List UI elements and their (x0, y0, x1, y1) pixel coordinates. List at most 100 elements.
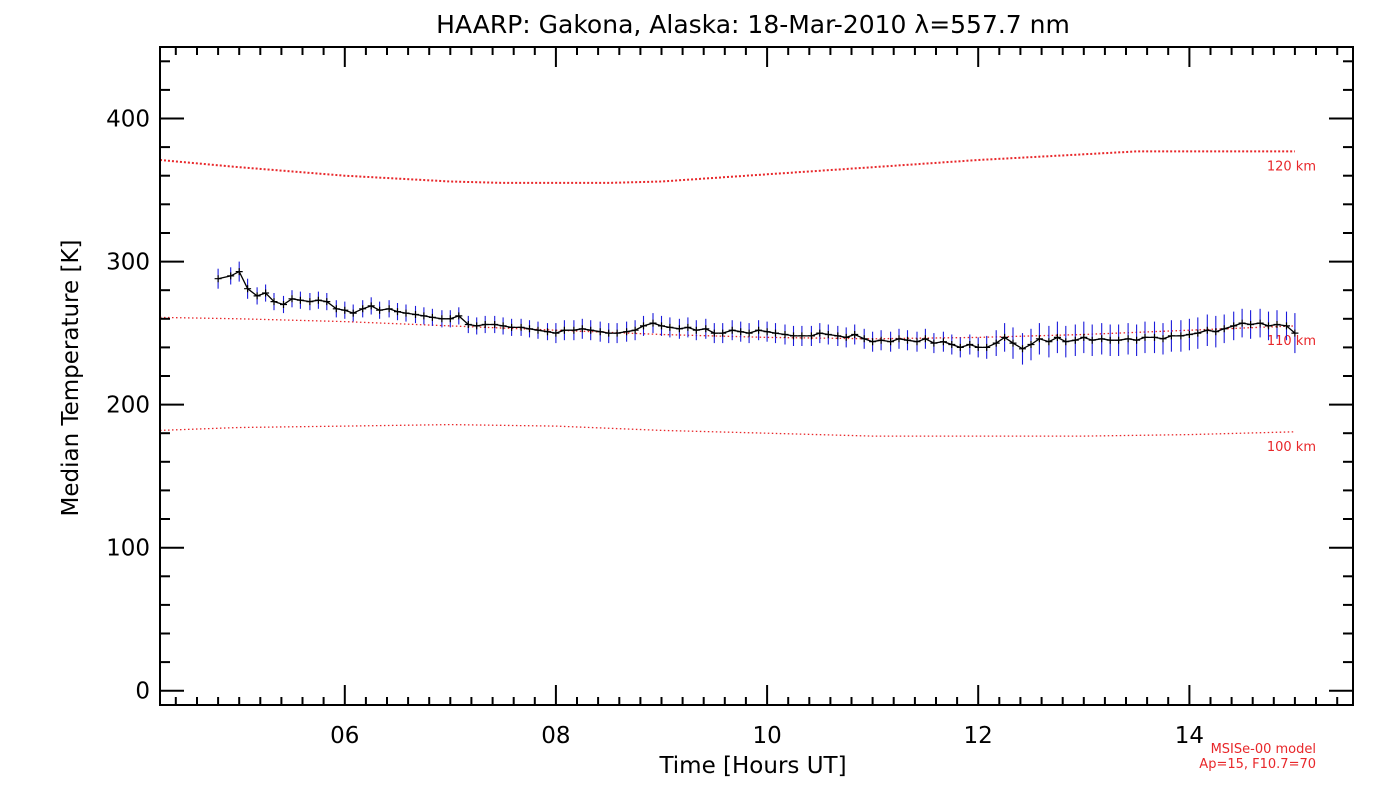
data-point (270, 298, 278, 306)
data-point (385, 305, 393, 313)
data-point (983, 343, 991, 351)
data-point (464, 321, 472, 328)
model-note-line-2: Ap=15, F10.7=70 (1199, 757, 1316, 772)
data-point (235, 268, 243, 276)
data-point (455, 312, 463, 320)
data-point (605, 329, 613, 337)
data-point (1019, 345, 1026, 353)
data-point (1080, 333, 1088, 341)
x-tick-label: 08 (541, 723, 570, 749)
data-point (640, 322, 647, 330)
data-point (956, 343, 964, 351)
model-note-line-1: MSISe-00 model (1211, 742, 1316, 757)
data-point (596, 328, 604, 336)
data-point (992, 339, 1000, 347)
data-point (1088, 336, 1096, 344)
axis-ticks (160, 47, 1353, 705)
data-point (613, 329, 621, 337)
data-point (587, 326, 595, 334)
plot-frame (159, 46, 1354, 706)
data-point (306, 298, 314, 306)
data-point (781, 331, 789, 338)
data-point (790, 332, 797, 340)
data-point (887, 338, 895, 346)
data-point (1159, 335, 1167, 343)
data-point (675, 325, 683, 333)
data-point (1035, 335, 1043, 343)
data-point (359, 305, 367, 313)
data-point (214, 275, 222, 283)
data-point (834, 332, 842, 340)
data-point (420, 312, 428, 320)
data-point (1062, 338, 1070, 346)
data-point (1212, 328, 1220, 336)
data-point (649, 319, 657, 327)
data-point (939, 338, 947, 346)
data-point (1106, 336, 1114, 344)
data-point (376, 306, 384, 314)
data-point (1141, 333, 1149, 341)
data-point (1167, 332, 1175, 340)
data-point (296, 296, 304, 304)
data-point (394, 308, 401, 316)
data-point (280, 301, 287, 308)
data-point (1177, 332, 1185, 340)
data-point (842, 333, 850, 341)
data-point (869, 338, 877, 346)
data-point (1124, 335, 1132, 343)
data-point (737, 328, 745, 336)
x-tick-label: 12 (964, 723, 993, 749)
model-label-100km: 100 km (1267, 440, 1316, 455)
model-label-110km: 110 km (1267, 334, 1316, 349)
data-point (631, 326, 639, 334)
data-point (851, 331, 859, 338)
data-point (402, 309, 410, 317)
data-point (1009, 339, 1017, 347)
data-point (877, 336, 885, 344)
data-point (860, 335, 868, 343)
data-point (288, 295, 296, 303)
data-point (1045, 338, 1053, 346)
data-point (974, 343, 982, 351)
data-point (913, 338, 921, 346)
data-point (1256, 319, 1264, 327)
data-point (798, 332, 806, 340)
data-point (544, 328, 551, 336)
data-point (772, 329, 779, 337)
model-curve-110km (159, 316, 1295, 340)
data-point (1098, 335, 1106, 343)
data-point (1291, 329, 1299, 337)
data-point (1027, 341, 1035, 348)
data-point (921, 335, 929, 343)
x-tick-label: 10 (752, 723, 781, 749)
data-point (763, 328, 771, 336)
data-point (253, 292, 261, 300)
y-tick-label: 300 (106, 250, 150, 276)
model-curve-120km (159, 150, 1295, 184)
data-point (1203, 326, 1211, 334)
data-point (438, 315, 446, 323)
data-point (807, 332, 815, 340)
data-point (1230, 322, 1238, 330)
data-point (244, 285, 252, 293)
data-point (262, 289, 270, 297)
data-point (1220, 325, 1228, 333)
data-point (1151, 333, 1158, 341)
data-point (666, 323, 674, 331)
data-point (428, 313, 436, 321)
data-point (517, 323, 525, 331)
data-point (1238, 319, 1246, 327)
data-point (508, 323, 516, 331)
data-point (1001, 333, 1009, 341)
data-point (623, 328, 631, 336)
data-point (534, 326, 542, 334)
data-point (481, 321, 489, 328)
data-point (1133, 336, 1141, 344)
data-point (367, 302, 375, 310)
y-tick-label: 0 (135, 679, 150, 705)
data-point (1273, 321, 1281, 328)
data-point (904, 336, 911, 344)
data-point (895, 335, 903, 343)
data-point (552, 329, 560, 337)
data-point (570, 326, 578, 334)
